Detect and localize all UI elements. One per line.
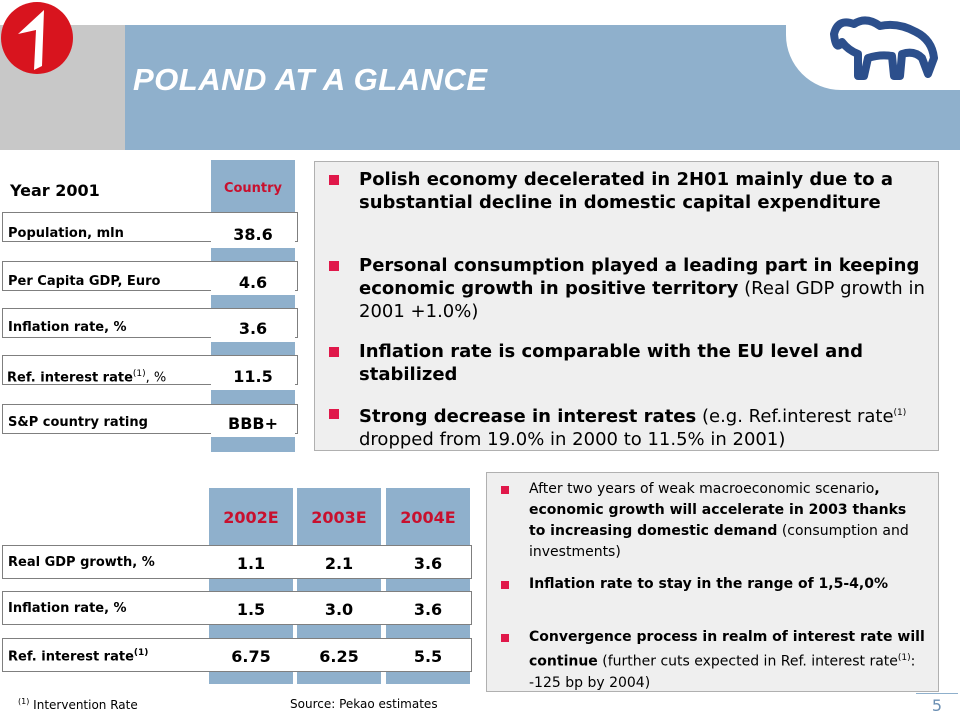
bullet-item: Polish economy decelerated in 2H01 mainl… bbox=[329, 168, 929, 214]
bullet-square-icon bbox=[501, 581, 509, 589]
row-label: Ref. interest rate(1) bbox=[8, 648, 149, 665]
bullet-square-icon bbox=[501, 486, 509, 494]
table-row bbox=[2, 545, 472, 579]
country-column-band bbox=[211, 160, 295, 452]
bullet-item: Personal consumption played a leading pa… bbox=[329, 254, 929, 323]
row-value: 2.1 bbox=[324, 554, 354, 573]
value-cell bbox=[211, 362, 295, 390]
bullet-item: Inflation rate to stay in the range of 1… bbox=[501, 574, 927, 595]
bullet-square-icon bbox=[329, 409, 339, 419]
row-value: 1.5 bbox=[236, 600, 266, 619]
bullet-item: After two years of weak macroeconomic sc… bbox=[501, 479, 927, 563]
row-value: 5.5 bbox=[413, 647, 443, 666]
row-label: Inflation rate, % bbox=[8, 601, 127, 616]
row-value: 3.6 bbox=[238, 319, 268, 338]
row-label: S&P country rating bbox=[8, 415, 148, 430]
page-title: POLAND AT A GLANCE bbox=[133, 62, 488, 97]
value-cell bbox=[211, 220, 295, 248]
year-label: Year 2001 bbox=[10, 181, 100, 200]
row-value: 1.1 bbox=[236, 554, 266, 573]
row-label: Inflation rate, % bbox=[8, 320, 127, 335]
year-header: 2002E bbox=[223, 508, 279, 527]
country-column-header: Country bbox=[223, 181, 283, 196]
bullet-square-icon bbox=[501, 634, 509, 642]
row-label: Ref. interest rate(1), % bbox=[7, 369, 167, 386]
value-cell bbox=[211, 267, 295, 295]
page-number: 5 bbox=[931, 696, 943, 715]
summary-panel-2001: Polish economy decelerated in 2H01 mainl… bbox=[314, 161, 939, 451]
row-value: 3.6 bbox=[413, 554, 443, 573]
row-value: 3.6 bbox=[413, 600, 443, 619]
page-number-divider bbox=[916, 693, 958, 694]
bullet-item: Inflation rate is comparable with the EU… bbox=[329, 340, 929, 386]
outlook-panel: After two years of weak macroeconomic sc… bbox=[486, 472, 939, 692]
row-value: 6.75 bbox=[231, 647, 271, 666]
bank-logo-icon bbox=[1, 2, 73, 74]
footnote: (1) Intervention Rate bbox=[18, 697, 138, 712]
bullet-item: Strong decrease in interest rates (e.g. … bbox=[329, 402, 929, 451]
row-label: Population, mln bbox=[8, 226, 124, 241]
table-row bbox=[2, 591, 472, 625]
value-cell bbox=[211, 314, 295, 342]
bison-logo-icon bbox=[830, 16, 938, 80]
source-note: Source: Pekao estimates bbox=[290, 697, 438, 711]
row-value: 38.6 bbox=[233, 225, 273, 244]
row-value: 11.5 bbox=[233, 367, 273, 386]
value-cell bbox=[211, 409, 295, 437]
row-value: 4.6 bbox=[238, 273, 268, 292]
bullet-square-icon bbox=[329, 175, 339, 185]
row-value: 6.25 bbox=[319, 647, 359, 666]
bullet-square-icon bbox=[329, 347, 339, 357]
bullet-square-icon bbox=[329, 261, 339, 271]
row-label: Real GDP growth, % bbox=[8, 555, 155, 570]
row-value: 3.0 bbox=[324, 600, 354, 619]
row-value: BBB+ bbox=[228, 414, 278, 433]
bullet-item: Convergence process in realm of interest… bbox=[501, 627, 927, 694]
table-row bbox=[2, 638, 472, 672]
year-header: 2003E bbox=[311, 508, 367, 527]
row-label: Per Capita GDP, Euro bbox=[8, 274, 161, 289]
year-header: 2004E bbox=[400, 508, 456, 527]
